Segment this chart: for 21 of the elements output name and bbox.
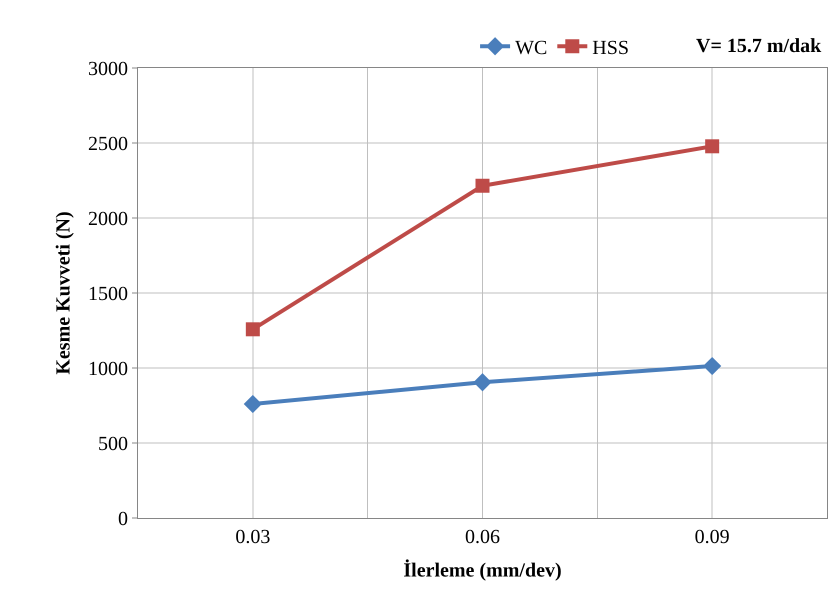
y-tick-label: 1000 <box>88 358 128 380</box>
y-tick-label: 3000 <box>88 58 128 80</box>
y-tick-label: 2000 <box>88 208 128 230</box>
x-tick-label: 0.03 <box>235 526 270 548</box>
legend-label: HSS <box>592 37 629 60</box>
point <box>246 322 260 336</box>
y-tick-label: 2500 <box>88 133 128 155</box>
point <box>703 356 722 376</box>
y-tick-label: 1500 <box>88 283 128 305</box>
legend-label: WC <box>515 37 548 60</box>
point <box>244 394 262 414</box>
x-tick-label: 0.09 <box>694 526 730 548</box>
y-tick-label: 500 <box>98 433 128 455</box>
x-tick-label: 0.06 <box>465 526 500 548</box>
x-axis-title: İlerleme (mm/dev) <box>403 558 562 582</box>
y-tick-label: 0 <box>118 508 128 530</box>
text: V= 15.7 m/dak <box>696 35 822 57</box>
point <box>473 373 492 392</box>
y-axis-title: Kesme Kuvveti (N) <box>52 211 74 375</box>
point <box>476 178 490 193</box>
point <box>705 139 720 154</box>
